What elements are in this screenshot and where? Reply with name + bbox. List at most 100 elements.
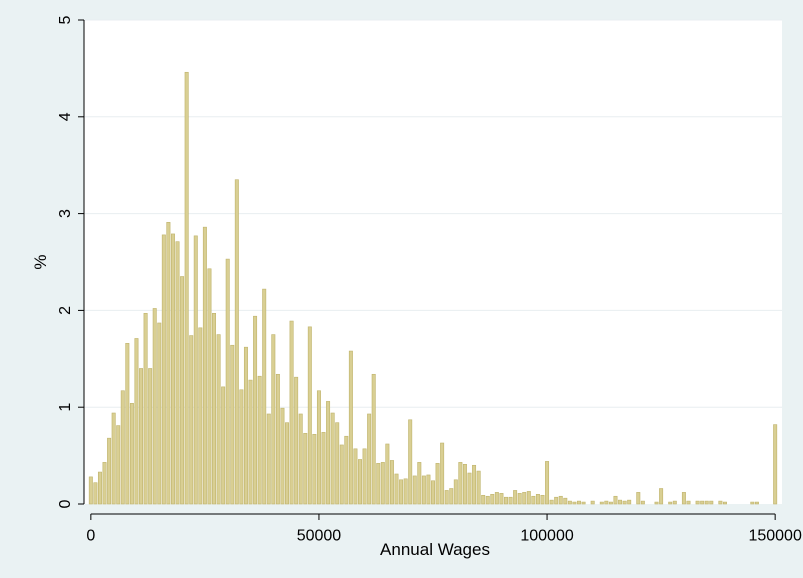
- histogram-bar: [577, 500, 581, 505]
- histogram-bar: [522, 492, 527, 505]
- histogram-bar: [718, 500, 723, 505]
- y-tick-label: 0: [57, 499, 74, 508]
- histogram-bar: [239, 389, 244, 505]
- histogram-bar: [590, 500, 595, 505]
- histogram-bar: [399, 479, 404, 505]
- histogram-bar: [622, 500, 627, 505]
- histogram-bar: [116, 425, 121, 505]
- y-tick-label: 1: [57, 403, 74, 412]
- histogram-bar: [412, 475, 417, 505]
- histogram-bar: [184, 71, 189, 505]
- histogram-bar: [686, 500, 691, 505]
- histogram-bar: [490, 494, 495, 505]
- x-tick-label: 100000: [520, 527, 573, 544]
- histogram-bar: [312, 434, 317, 505]
- histogram-bar: [353, 448, 358, 505]
- histogram-bar: [348, 350, 353, 505]
- axes: [83, 20, 776, 515]
- histogram-bar: [289, 320, 294, 505]
- x-tick-label: 0: [86, 527, 95, 544]
- histogram-bar: [599, 501, 604, 505]
- y-tick-label: 2: [57, 306, 74, 315]
- histogram-bar: [180, 276, 185, 505]
- y-tick-label: 5: [57, 15, 74, 24]
- histogram-bar: [148, 368, 153, 505]
- histogram-bar: [773, 424, 778, 505]
- histogram-bar: [499, 493, 504, 505]
- histogram-bar: [262, 288, 267, 505]
- histogram-bar: [444, 490, 449, 505]
- y-axis-ticks: 0 1 2 3 4 5: [57, 15, 84, 508]
- histogram-bar: [494, 492, 499, 505]
- histogram-bar: [216, 334, 221, 505]
- histogram-bar: [371, 373, 376, 505]
- histogram-bar: [307, 326, 312, 505]
- y-tick-label: 3: [57, 209, 74, 218]
- histogram-bar: [435, 463, 440, 505]
- histogram-bar: [654, 501, 659, 505]
- histogram-bar: [316, 390, 321, 505]
- histogram-bar: [394, 473, 399, 505]
- histogram-bar: [275, 373, 280, 505]
- y-axis-label: %: [31, 254, 50, 269]
- histogram-bar: [157, 322, 162, 505]
- histogram-bar: [513, 490, 518, 505]
- plot-area: [84, 20, 782, 504]
- histogram-bar: [554, 496, 559, 505]
- histogram-bar: [517, 493, 522, 505]
- histogram-bar: [453, 479, 458, 505]
- histogram-bar: [212, 313, 217, 505]
- histogram-bar: [754, 501, 759, 505]
- histogram-bar: [234, 179, 239, 505]
- histogram-bar: [143, 313, 148, 505]
- histogram-bar: [139, 368, 144, 505]
- histogram-bar: [202, 226, 207, 505]
- histogram-bar: [750, 501, 755, 505]
- histogram-bar: [266, 413, 271, 505]
- histogram-bar: [563, 497, 568, 505]
- histogram-bar: [408, 419, 413, 505]
- histogram-bar: [636, 492, 641, 505]
- histogram-bar: [504, 496, 508, 505]
- histogram-bar: [111, 412, 116, 505]
- histogram-bar: [93, 482, 98, 505]
- x-axis-ticks: 0 50000 100000 150000: [86, 514, 802, 544]
- histogram-bar: [558, 495, 563, 505]
- histogram-bar: [330, 412, 335, 505]
- histogram-bar: [321, 432, 326, 505]
- histogram-bar: [170, 233, 175, 505]
- histogram-bar: [152, 308, 157, 505]
- histogram-bar: [426, 474, 431, 505]
- histogram-bar: [403, 478, 408, 505]
- histogram-bar: [458, 462, 463, 505]
- histogram-bar: [613, 495, 618, 505]
- histogram-bar: [294, 376, 299, 505]
- histogram-bar: [225, 258, 230, 505]
- histogram-bar: [659, 488, 664, 505]
- histogram-bar: [298, 413, 303, 505]
- histogram-bar: [627, 499, 632, 505]
- histogram-bar: [549, 499, 554, 505]
- histogram-bar: [540, 494, 545, 505]
- histogram-bar: [526, 491, 531, 505]
- histogram-bar: [189, 335, 194, 505]
- histogram-bar: [243, 346, 248, 505]
- histogram-bar: [326, 401, 331, 505]
- histogram-bar: [462, 464, 467, 505]
- histogram-bar: [253, 315, 258, 505]
- histogram-bar: [681, 492, 686, 505]
- histogram-bar: [367, 413, 372, 505]
- histogram-bar: [472, 464, 477, 505]
- x-tick-label: 150000: [748, 527, 801, 544]
- histogram-bar: [672, 500, 677, 505]
- histogram-bar: [608, 501, 613, 505]
- histogram-bar: [358, 459, 362, 505]
- histogram-bar: [129, 403, 134, 505]
- histogram-bar: [339, 444, 344, 505]
- histogram-bar: [335, 422, 340, 505]
- histogram-bar: [722, 501, 727, 505]
- histogram-bar: [248, 379, 253, 505]
- histogram-bar: [230, 344, 235, 505]
- histogram-bar: [695, 500, 700, 505]
- histogram-bar: [125, 343, 130, 505]
